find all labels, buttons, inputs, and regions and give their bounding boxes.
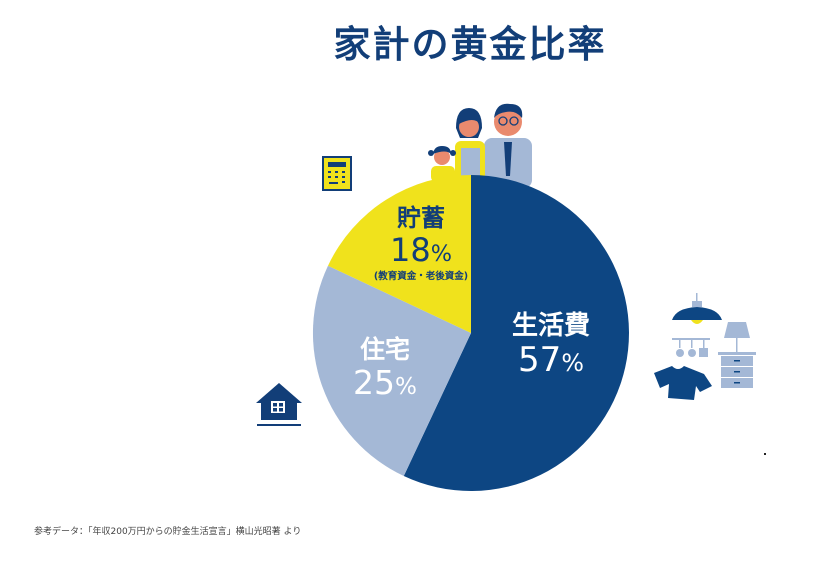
household-goods-icon [654,293,756,400]
slice-label-housing: 住宅 25% [330,337,440,399]
slice-percent-savings: 18% [390,231,452,269]
slice-housing [312,265,471,476]
slice-label-living: 生活費 57% [496,313,606,377]
slice-percent-living: 57% [518,340,584,380]
slice-label-savings: 貯蓄 18% (教育資金・老後資金) [366,206,476,282]
slice-savings [328,174,471,333]
family-illustration [428,103,532,188]
slice-living [403,175,629,491]
house-icon [256,383,302,426]
chart-title: 家計の黄金比率 [333,23,607,66]
slice-name-housing: 住宅 [359,335,410,364]
slice-note-savings: (教育資金・老後資金) [373,271,469,282]
stray-dot [764,453,766,455]
slice-name-living: 生活費 [511,311,590,341]
calculator-icon [322,156,352,191]
slice-name-savings: 貯蓄 [397,204,445,232]
source-note: 参考データ：「年収200万円からの貯金生活宣言」横山光昭著 より [34,527,302,537]
slice-percent-housing: 25% [353,363,417,402]
